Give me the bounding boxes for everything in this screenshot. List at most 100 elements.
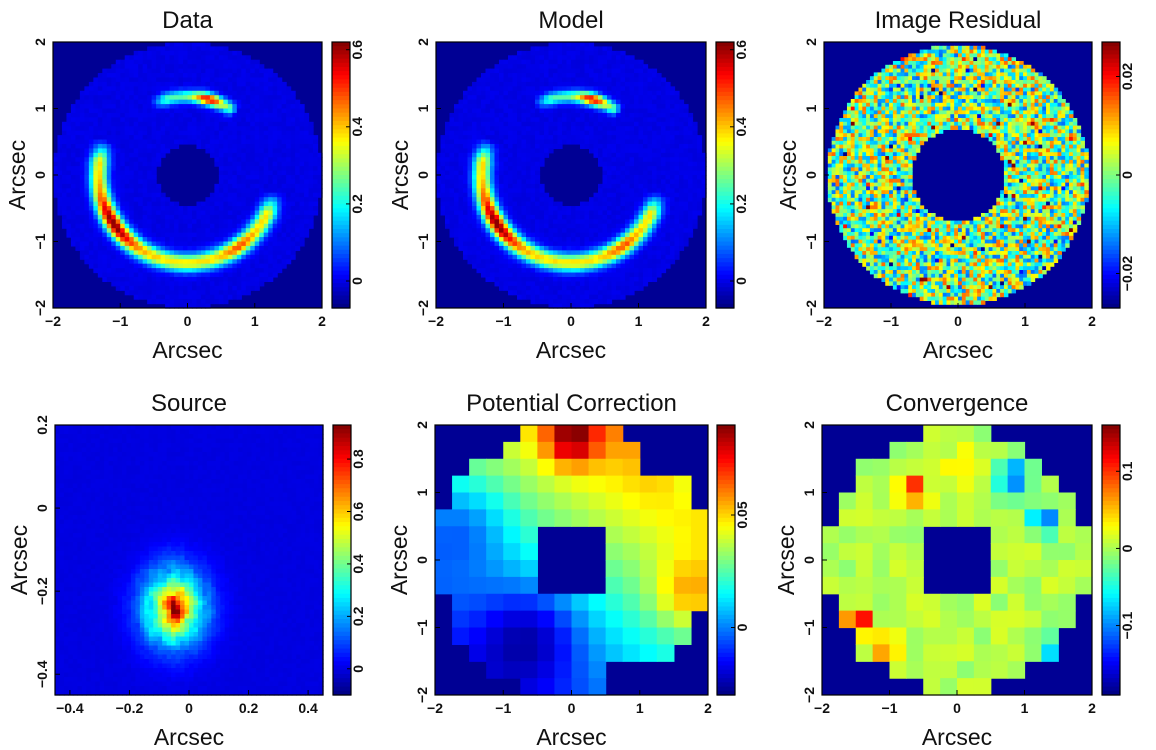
heatmap-cell <box>129 104 135 110</box>
heatmap-cell <box>548 268 554 274</box>
heatmap-cell <box>281 126 287 132</box>
heatmap-cell <box>205 250 211 256</box>
heatmap-cell <box>620 232 626 238</box>
heatmap-cell <box>214 64 220 70</box>
heatmap-cell <box>286 148 292 154</box>
heatmap-cell <box>250 285 256 291</box>
heatmap-cell <box>183 254 189 260</box>
heatmap-cell <box>115 263 121 269</box>
heatmap-cell <box>620 77 626 83</box>
heatmap-cell <box>472 126 478 132</box>
heatmap-cell <box>196 254 202 260</box>
heatmap-cell <box>165 50 171 56</box>
heatmap-cell <box>544 268 550 274</box>
heatmap-cell <box>485 148 491 154</box>
heatmap-cell <box>557 214 563 220</box>
heatmap-cell <box>472 232 478 238</box>
heatmap-cell <box>616 223 622 229</box>
heatmap-cell <box>616 206 622 212</box>
heatmap-cell <box>120 206 126 212</box>
heatmap-cell <box>449 148 455 154</box>
heatmap-cell <box>259 130 265 136</box>
heatmap-cell <box>602 183 608 189</box>
heatmap-cell <box>512 192 518 198</box>
heatmap-cell <box>277 157 283 163</box>
heatmap-cell <box>530 276 536 282</box>
heatmap-cell <box>66 143 72 149</box>
heatmap-cell <box>467 126 473 132</box>
heatmap-cell <box>508 228 514 234</box>
heatmap-cell <box>196 117 202 123</box>
heatmap-cell <box>214 90 220 96</box>
heatmap-cell <box>530 46 536 52</box>
heatmap-cell <box>61 157 68 163</box>
heatmap-cell <box>268 143 274 149</box>
heatmap-cell <box>616 59 622 65</box>
heatmap-cell <box>286 232 292 238</box>
heatmap-cell <box>178 117 184 123</box>
heatmap-cell <box>165 108 171 114</box>
heatmap-cell <box>490 245 496 251</box>
heatmap-cell <box>200 121 207 127</box>
heatmap-cell <box>236 68 242 74</box>
heatmap-cell <box>106 90 112 96</box>
heatmap-cell <box>106 148 112 154</box>
heatmap-cell <box>196 42 202 48</box>
heatmap-cell <box>277 81 283 87</box>
heatmap-cell <box>268 210 274 216</box>
heatmap-cell <box>115 197 121 203</box>
heatmap-cell <box>308 197 314 203</box>
heatmap-cell <box>160 272 166 278</box>
heatmap-cell <box>476 263 482 269</box>
heatmap-cell <box>120 201 126 207</box>
heatmap-cell <box>562 95 568 101</box>
heatmap-cell <box>566 263 572 269</box>
heatmap-cell <box>191 99 198 105</box>
heatmap-cell <box>196 143 202 149</box>
heatmap-cell <box>620 99 626 105</box>
heatmap-cell <box>263 108 269 114</box>
heatmap-cell <box>165 259 171 265</box>
heatmap-cell <box>503 86 509 92</box>
heatmap-cell <box>602 294 608 300</box>
heatmap-cell <box>589 46 595 52</box>
heatmap-cell <box>133 285 139 291</box>
heatmap-cell <box>205 272 211 278</box>
heatmap-cell <box>584 143 590 149</box>
heatmap-cell <box>263 148 269 154</box>
heatmap-cell <box>598 73 604 79</box>
heatmap-cell <box>268 152 274 158</box>
heatmap-cell <box>566 46 572 52</box>
heatmap-cell <box>490 126 496 132</box>
heatmap-cell <box>57 192 63 198</box>
heatmap-cell <box>169 276 175 282</box>
heatmap-cell <box>236 95 242 101</box>
heatmap-cell <box>75 166 81 172</box>
colorbar-segment <box>332 79 350 85</box>
heatmap-cell <box>142 241 148 247</box>
heatmap-cell <box>548 55 554 61</box>
heatmap-cell <box>481 245 487 251</box>
heatmap-cell <box>142 228 148 234</box>
heatmap-cell <box>75 143 81 149</box>
heatmap-cell <box>178 237 184 243</box>
heatmap-cell <box>620 197 626 203</box>
heatmap-cell <box>548 121 554 127</box>
y-tick-label: −1 <box>32 233 48 249</box>
heatmap-cell <box>593 148 599 154</box>
heatmap-cell <box>178 214 184 220</box>
heatmap-cell <box>589 259 595 265</box>
heatmap-cell <box>151 175 157 181</box>
heatmap-cell <box>589 68 595 74</box>
heatmap-cell <box>535 237 541 243</box>
heatmap-cell <box>88 188 94 194</box>
heatmap-cell <box>458 161 464 167</box>
heatmap-cell <box>634 152 640 158</box>
heatmap-cell <box>544 90 550 96</box>
heatmap-cell <box>142 192 148 198</box>
heatmap-cell <box>169 90 175 96</box>
heatmap-cell <box>174 77 180 83</box>
heatmap-cell <box>584 50 590 56</box>
heatmap-cell <box>607 228 613 234</box>
heatmap-cell <box>178 126 184 132</box>
